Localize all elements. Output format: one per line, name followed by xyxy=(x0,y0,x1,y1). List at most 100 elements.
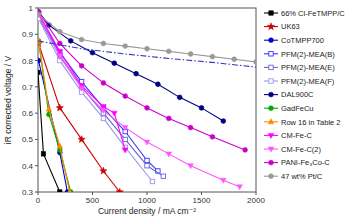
legend-marker xyxy=(268,119,274,124)
series-line xyxy=(38,72,60,192)
y-tick xyxy=(35,192,38,193)
point xyxy=(67,189,73,192)
point xyxy=(145,164,149,168)
legend-marker xyxy=(269,92,274,97)
point xyxy=(243,148,248,153)
legend-label: CM-Fe-C(2) xyxy=(281,145,321,154)
point xyxy=(116,188,123,192)
point xyxy=(79,63,84,68)
y-tick-label: 0.3 xyxy=(22,188,34,197)
legend-item: PFM(2)-MEA(E) xyxy=(264,63,335,72)
legend-label: GadFeCu xyxy=(281,104,314,113)
legend-label: UK63 xyxy=(281,22,300,31)
series xyxy=(38,12,256,64)
legend-label: 47 wt% Pt/C xyxy=(281,172,323,181)
x-tick-label: 2000 xyxy=(247,196,265,205)
legend-marker xyxy=(269,79,273,83)
series xyxy=(38,13,242,190)
legend-item: UK63 xyxy=(264,22,300,31)
legend-item: Row 16 in Table 2 xyxy=(264,118,340,127)
point xyxy=(232,57,237,62)
legend-label: Row 16 in Table 2 xyxy=(281,118,340,127)
y-tick-label: 0.5 xyxy=(22,135,34,144)
y-tick-label: 1 xyxy=(29,4,34,13)
point xyxy=(100,167,107,174)
chart: 05001000150020000.30.40.50.60.70.80.91Cu… xyxy=(0,0,356,224)
point xyxy=(166,49,171,54)
point xyxy=(156,82,161,87)
legend-marker xyxy=(269,52,273,56)
point xyxy=(122,148,128,153)
point xyxy=(166,152,172,157)
x-tick-label: 1000 xyxy=(138,196,156,205)
point xyxy=(145,46,150,51)
legend-marker xyxy=(269,160,274,165)
point xyxy=(38,58,41,63)
legend-item: DAL900C xyxy=(264,90,314,99)
series xyxy=(38,10,248,153)
y-axis-label: iR corrected voltage / V xyxy=(3,56,13,145)
point xyxy=(101,81,106,86)
legend-marker xyxy=(269,11,273,15)
point xyxy=(46,106,52,111)
legend-label: PANI-Fe₃Co-C xyxy=(281,158,330,167)
point xyxy=(188,125,193,130)
legend-label: DAL900C xyxy=(281,90,314,99)
point xyxy=(68,38,73,43)
legend-marker xyxy=(269,65,273,69)
legend-marker xyxy=(269,174,274,179)
point xyxy=(188,164,194,169)
series-line xyxy=(39,13,126,150)
point xyxy=(145,105,150,110)
point xyxy=(145,158,149,162)
series xyxy=(38,38,72,192)
y-tick xyxy=(35,113,38,114)
x-tick xyxy=(201,192,202,195)
legend-marker xyxy=(267,23,274,30)
legend-label: PFM(2)-MEA(F) xyxy=(281,77,335,86)
point xyxy=(112,111,118,116)
point xyxy=(79,37,84,42)
point xyxy=(38,38,41,43)
series xyxy=(38,11,128,153)
point xyxy=(144,140,150,145)
legend-item: GadFeCu xyxy=(264,104,314,113)
series xyxy=(38,38,73,192)
point xyxy=(177,95,182,100)
point xyxy=(166,116,171,121)
series xyxy=(38,41,256,67)
point xyxy=(101,116,105,120)
legend-item: 47 wt% Pt/C xyxy=(264,172,323,181)
point xyxy=(57,29,62,34)
point xyxy=(237,185,243,190)
point xyxy=(150,179,154,183)
x-tick-label: 500 xyxy=(86,196,100,205)
point xyxy=(161,174,165,178)
point xyxy=(210,54,215,59)
point xyxy=(56,104,63,111)
y-tick-label: 0.4 xyxy=(22,162,34,171)
point xyxy=(122,126,128,131)
series xyxy=(38,70,62,192)
plot-frame xyxy=(38,8,256,192)
point xyxy=(41,152,45,156)
legend-label: PFM(2)-MEA(B) xyxy=(281,50,335,59)
legend: 66% Cl-FeTMPP/CUK63CoTMPP700PFM(2)-MEA(B… xyxy=(264,9,345,181)
point xyxy=(58,190,62,192)
point xyxy=(78,136,85,143)
series-line xyxy=(39,15,256,62)
legend-marker xyxy=(269,106,274,111)
y-tick xyxy=(35,86,38,87)
y-tick xyxy=(35,139,38,140)
legend-item: CM-Fe-C(2) xyxy=(264,145,321,154)
y-tick xyxy=(35,8,38,9)
x-tick-label: 1500 xyxy=(193,196,211,205)
y-tick xyxy=(35,165,38,166)
plot-data xyxy=(38,10,256,192)
point xyxy=(90,50,95,55)
point xyxy=(38,70,40,74)
point xyxy=(112,61,117,66)
series-line xyxy=(39,17,164,176)
point xyxy=(101,41,106,46)
point xyxy=(199,105,204,110)
